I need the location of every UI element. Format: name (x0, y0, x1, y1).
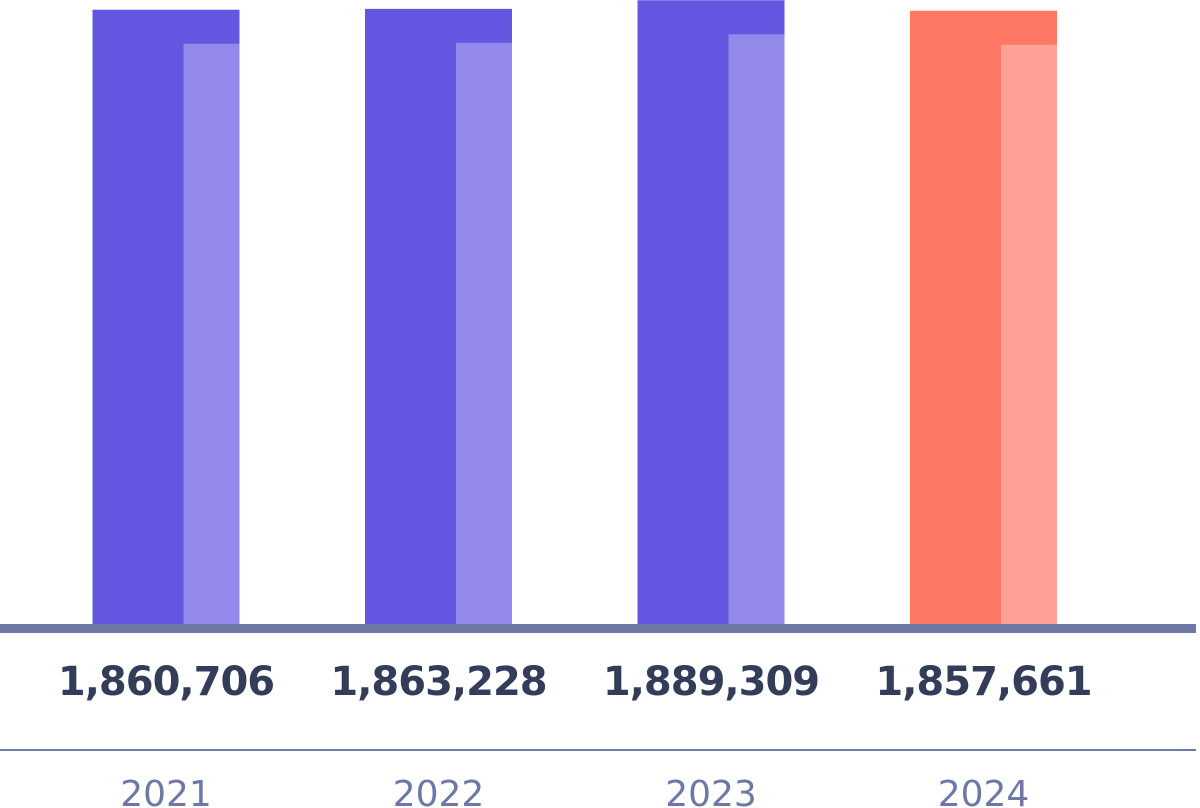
bar-highlight (1001, 44, 1057, 629)
baseline (0, 624, 1196, 633)
value-label: 1,860,706 (58, 659, 274, 705)
x-tick-label: 2022 (393, 774, 485, 808)
value-label: 1,857,661 (875, 659, 1091, 705)
bar (365, 8, 512, 628)
bar (92, 9, 240, 629)
bar-highlight (183, 43, 240, 629)
bar (637, 0, 785, 628)
value-label: 1,889,309 (603, 659, 819, 705)
x-tick-label: 2024 (938, 774, 1030, 808)
x-tick-label: 2023 (665, 774, 757, 808)
bar-highlight (456, 42, 512, 628)
x-tick-label: 2021 (120, 774, 212, 808)
bar-highlight (728, 34, 785, 628)
bar (910, 10, 1057, 629)
value-label: 1,863,228 (330, 659, 546, 705)
